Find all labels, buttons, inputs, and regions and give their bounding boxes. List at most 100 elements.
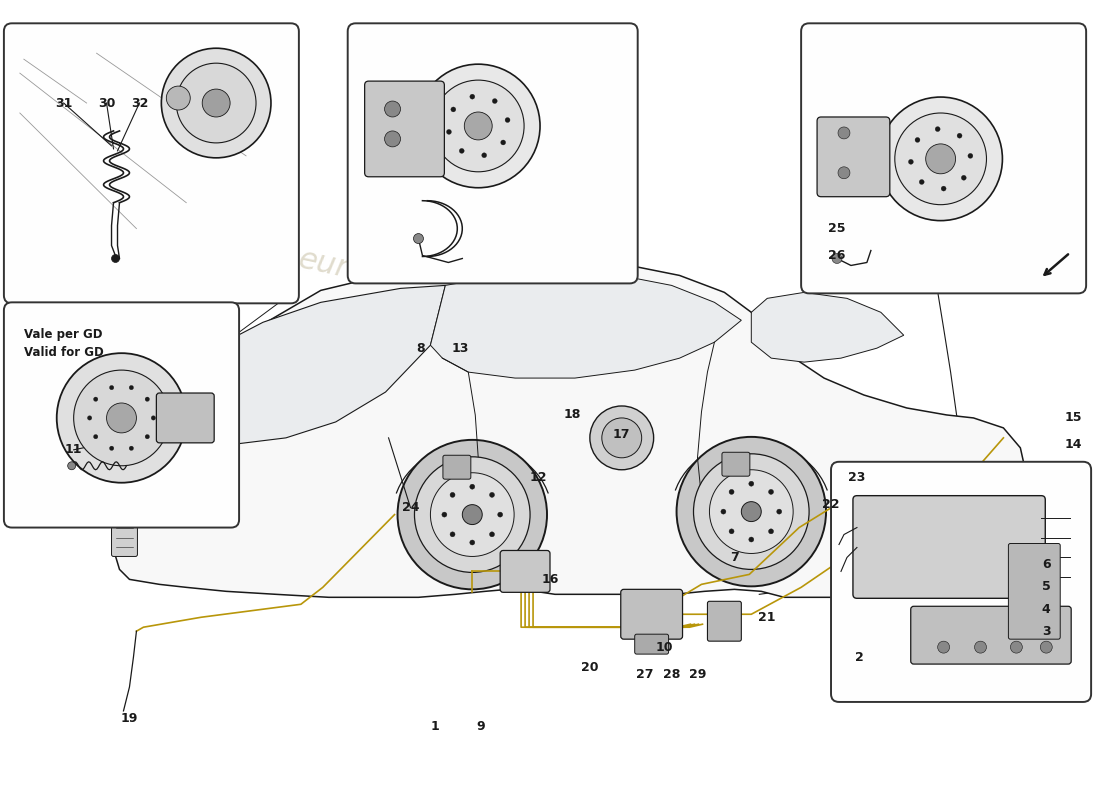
Circle shape [490,492,495,498]
Text: 16: 16 [541,573,559,586]
Circle shape [777,509,782,514]
Circle shape [1011,641,1022,653]
Circle shape [832,254,842,263]
Circle shape [590,406,653,470]
Circle shape [430,473,514,557]
FancyBboxPatch shape [817,117,890,197]
Text: Vale per GD
Valid for GD: Vale per GD Valid for GD [24,328,103,359]
Text: 6: 6 [1042,558,1050,571]
FancyBboxPatch shape [707,602,741,641]
Circle shape [741,502,761,522]
Circle shape [107,403,136,433]
Text: 11: 11 [65,443,82,456]
Circle shape [74,370,169,466]
Circle shape [957,134,962,138]
FancyBboxPatch shape [500,550,550,592]
FancyBboxPatch shape [722,452,750,476]
FancyBboxPatch shape [1009,543,1060,639]
Circle shape [968,154,972,158]
Circle shape [464,112,492,140]
Text: 32: 32 [131,97,149,110]
Text: 23: 23 [848,471,866,484]
Circle shape [909,159,913,164]
Circle shape [500,140,506,145]
Text: 19: 19 [121,712,139,726]
Circle shape [838,127,850,139]
FancyBboxPatch shape [620,590,682,639]
Circle shape [459,148,464,154]
FancyBboxPatch shape [156,393,214,443]
Circle shape [432,80,524,172]
Circle shape [129,446,133,450]
Text: 7: 7 [730,551,739,564]
Text: 29: 29 [689,667,706,681]
Circle shape [749,482,754,486]
Circle shape [385,101,400,117]
FancyBboxPatch shape [4,23,299,303]
Circle shape [87,416,91,420]
Circle shape [482,153,486,158]
Circle shape [109,446,113,450]
FancyBboxPatch shape [364,81,444,177]
Circle shape [415,457,530,572]
Circle shape [497,512,503,517]
FancyBboxPatch shape [4,302,239,527]
FancyBboxPatch shape [911,606,1071,664]
Text: 18: 18 [563,409,581,422]
Circle shape [894,113,987,205]
Circle shape [942,186,946,191]
Text: 28: 28 [663,667,680,681]
Circle shape [505,118,510,122]
Circle shape [769,529,773,534]
Circle shape [385,131,400,147]
Circle shape [769,490,773,494]
Circle shape [490,532,495,537]
Text: europaspares: europaspares [495,514,705,586]
Text: 21: 21 [759,610,775,624]
Circle shape [838,167,850,178]
Circle shape [414,234,424,243]
Text: 8: 8 [416,342,425,354]
Polygon shape [111,258,1026,598]
Text: europaspares: europaspares [415,454,625,526]
Circle shape [710,470,793,554]
Circle shape [397,440,547,590]
Text: 14: 14 [1065,438,1082,451]
Circle shape [145,434,150,439]
Circle shape [57,353,186,482]
Text: 13: 13 [452,342,469,354]
Text: 26: 26 [828,249,846,262]
Circle shape [202,89,230,117]
Circle shape [417,64,540,188]
Text: 20: 20 [581,661,598,674]
Circle shape [926,144,956,174]
Circle shape [451,107,455,112]
Text: 3: 3 [1042,625,1050,638]
Circle shape [975,641,987,653]
Polygon shape [430,273,741,378]
Text: 9: 9 [476,720,485,734]
Circle shape [493,98,497,103]
Text: 2: 2 [855,650,864,664]
Text: 24: 24 [402,501,419,514]
Circle shape [145,397,150,402]
Text: 27: 27 [636,667,653,681]
FancyBboxPatch shape [443,455,471,479]
Text: 31: 31 [55,97,73,110]
Text: 15: 15 [1065,411,1082,425]
Circle shape [720,509,726,514]
Polygon shape [751,292,904,362]
Circle shape [151,416,155,420]
Text: 17: 17 [613,428,630,442]
Circle shape [602,418,641,458]
Text: 30: 30 [98,97,116,110]
Circle shape [109,386,113,390]
Text: 12: 12 [529,471,547,484]
Text: 22: 22 [823,498,839,511]
Text: europaspares: europaspares [446,314,654,386]
Circle shape [470,484,475,489]
Circle shape [462,505,482,525]
Circle shape [176,63,256,143]
Circle shape [129,386,133,390]
Circle shape [442,512,447,517]
